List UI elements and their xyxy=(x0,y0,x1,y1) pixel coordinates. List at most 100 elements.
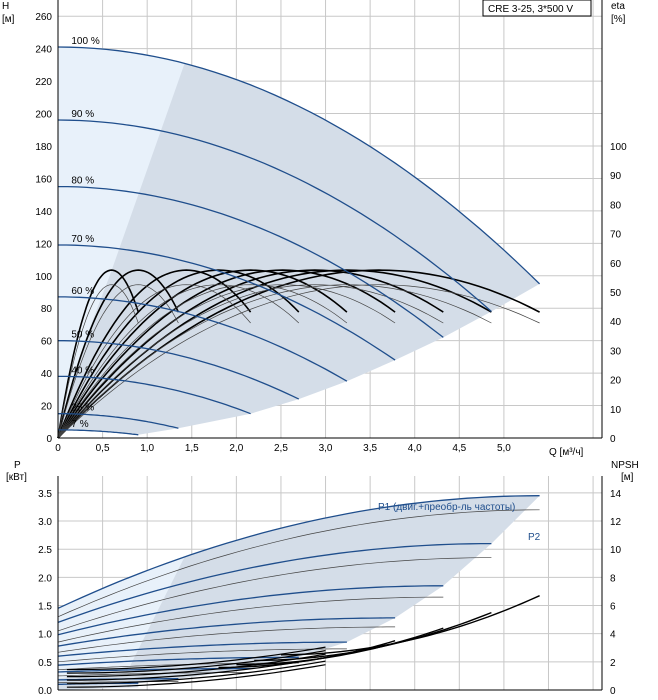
p-tick-label: 1.5 xyxy=(38,602,52,613)
npsh-tick-label: 0 xyxy=(610,686,616,697)
speed-curve xyxy=(57,46,541,285)
speed-curve xyxy=(58,429,139,436)
x-tick-label: 5,0 xyxy=(497,443,511,454)
p1-series-label: P1 (двиг.+преобр-ль частоты) xyxy=(378,501,515,513)
speed-curve-label: 70 % xyxy=(71,234,94,245)
npsh-tick-label: 2 xyxy=(610,658,616,669)
low-flow-zone xyxy=(58,47,185,438)
efficiency-curve xyxy=(57,284,348,439)
bottom-y2-unit: [м] xyxy=(621,472,634,483)
efficiency-curve xyxy=(57,284,179,439)
y-tick-label: 0 xyxy=(46,434,52,445)
efficiency-curve xyxy=(57,269,444,439)
speed-curve-label: 90 % xyxy=(71,109,94,120)
npsh-tick-label: 6 xyxy=(610,602,616,613)
y-tick-label: 20 xyxy=(41,402,53,413)
p2-curve xyxy=(57,557,492,632)
x-tick-label: 0 xyxy=(55,443,61,454)
p-tick-label: 3.0 xyxy=(38,517,52,528)
npsh-curve xyxy=(66,646,326,671)
x-tick-label: 1,5 xyxy=(185,443,199,454)
top-chart-operating-region xyxy=(58,47,540,438)
x-tick-label: 1,0 xyxy=(140,443,154,454)
p2-curve xyxy=(57,662,299,671)
y-tick-label: 80 xyxy=(41,304,53,315)
efficiency-curve xyxy=(57,284,251,439)
speed-curve-label: 100 % xyxy=(71,36,99,47)
npsh-tick-label: 10 xyxy=(610,545,622,556)
top-y2-label: eta xyxy=(611,1,625,12)
speed-curve-label: 40 % xyxy=(71,365,94,376)
y2-tick-label: 60 xyxy=(610,259,622,270)
speed-curve xyxy=(58,413,179,429)
top-x-label: Q [м³/ч] xyxy=(549,447,584,458)
top-y-label: H xyxy=(2,1,9,12)
y2-tick-label: 0 xyxy=(610,434,616,445)
p2-series-label: P2 xyxy=(528,532,541,543)
model-title-box xyxy=(482,0,592,17)
speed-curve-label: 50 % xyxy=(71,330,94,341)
speed-curve xyxy=(57,119,492,312)
x-tick-label: 0,5 xyxy=(96,443,110,454)
x-tick-label: 3,0 xyxy=(319,443,333,454)
efficiency-curve xyxy=(57,269,140,439)
efficiency-curve xyxy=(57,284,396,439)
p2-curve xyxy=(57,596,444,643)
y2-tick-label: 10 xyxy=(610,405,622,416)
bottom-y2-label: NPSH xyxy=(611,460,639,471)
npsh-tick-label: 4 xyxy=(610,630,616,641)
y-tick-label: 140 xyxy=(35,207,52,218)
top-y2-unit: [%] xyxy=(611,14,626,25)
npsh-curves xyxy=(66,595,540,688)
power-low-flow-zone xyxy=(58,556,185,679)
x-tick-label: 2,0 xyxy=(229,443,243,454)
speed-curve-label: 25 % xyxy=(71,403,94,414)
speed-curves: 100 % 90 % 80 % 70 % 60 % 50 % 40 % 25 % 7 % xyxy=(57,36,541,436)
y-tick-label: 240 xyxy=(35,45,52,56)
npsh-curve xyxy=(66,653,326,678)
speed-curve-label: 7 % xyxy=(71,419,88,430)
y-tick-label: 100 xyxy=(35,272,52,283)
p-tick-label: 2.0 xyxy=(38,573,52,584)
y2-tick-label: 100 xyxy=(610,142,627,153)
y-tick-label: 180 xyxy=(35,142,52,153)
y2-tick-label: 20 xyxy=(610,376,622,387)
operating-region-fill xyxy=(58,47,540,438)
efficiency-curve xyxy=(57,269,396,439)
npsh-tick-label: 12 xyxy=(610,517,622,528)
bottom-y-unit: [кВт] xyxy=(6,472,27,483)
p2-curve xyxy=(57,509,540,618)
efficiency-curve xyxy=(57,284,139,439)
efficiency-curve xyxy=(57,269,252,439)
p-tick-label: 0.5 xyxy=(38,658,52,669)
x-tick-label: 2,5 xyxy=(274,443,288,454)
y2-tick-label: 90 xyxy=(610,171,622,182)
speed-curve-label: 80 % xyxy=(71,176,94,187)
y2-tick-label: 80 xyxy=(610,200,622,211)
y-tick-label: 200 xyxy=(35,110,52,121)
x-tick-label: 4,0 xyxy=(408,443,422,454)
power-curves xyxy=(57,495,540,686)
npsh-curve xyxy=(66,657,326,681)
p1-curve xyxy=(57,641,347,657)
p2-curve xyxy=(57,626,396,653)
y2-tick-label: 50 xyxy=(610,288,622,299)
p-tick-label: 0.0 xyxy=(38,686,52,697)
npsh-curve xyxy=(66,650,326,674)
bottom-chart-tick-labels: 0.0 0.5 1.0 1.5 2.0 2.5 3.0 3.5 0 2 4 6 8 10 12 14 xyxy=(38,489,621,697)
p1-curve xyxy=(57,495,540,609)
npsh-tick-label: 8 xyxy=(610,573,616,584)
efficiency-curve xyxy=(57,284,444,439)
efficiency-curve xyxy=(57,269,492,439)
efficiency-curve xyxy=(57,269,348,439)
npsh-curve xyxy=(66,660,326,685)
p-tick-label: 1.0 xyxy=(38,630,52,641)
speed-curve xyxy=(58,244,396,361)
top-y-unit: [м] xyxy=(2,14,15,25)
y-tick-label: 220 xyxy=(35,77,52,88)
speed-curve xyxy=(58,340,300,400)
efficiency-curve xyxy=(57,269,180,439)
p1-curve xyxy=(57,585,444,636)
efficiency-curve xyxy=(57,284,300,439)
